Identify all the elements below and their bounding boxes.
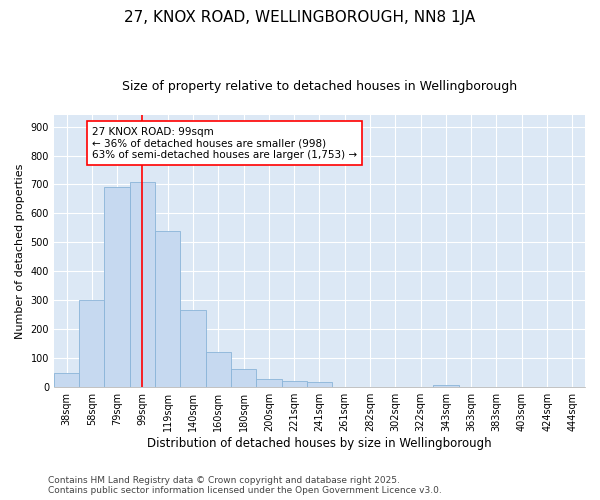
Text: Contains HM Land Registry data © Crown copyright and database right 2025.
Contai: Contains HM Land Registry data © Crown c… bbox=[48, 476, 442, 495]
Bar bbox=[433, 385, 458, 387]
Bar bbox=[155, 232, 181, 387]
Bar bbox=[79, 300, 104, 387]
X-axis label: Distribution of detached houses by size in Wellingborough: Distribution of detached houses by size … bbox=[147, 437, 492, 450]
Text: 27, KNOX ROAD, WELLINGBOROUGH, NN8 1JA: 27, KNOX ROAD, WELLINGBOROUGH, NN8 1JA bbox=[124, 10, 476, 25]
Bar bbox=[256, 379, 281, 387]
Bar bbox=[54, 374, 79, 387]
Bar bbox=[281, 381, 307, 387]
Bar bbox=[358, 386, 383, 387]
Bar bbox=[104, 186, 130, 387]
Bar bbox=[130, 182, 155, 387]
Bar bbox=[307, 382, 332, 387]
Bar bbox=[332, 386, 358, 387]
Bar bbox=[181, 310, 206, 387]
Bar bbox=[560, 386, 585, 387]
Bar bbox=[206, 352, 231, 387]
Bar bbox=[484, 386, 509, 387]
Title: Size of property relative to detached houses in Wellingborough: Size of property relative to detached ho… bbox=[122, 80, 517, 93]
Bar bbox=[231, 370, 256, 387]
Text: 27 KNOX ROAD: 99sqm
← 36% of detached houses are smaller (998)
63% of semi-detac: 27 KNOX ROAD: 99sqm ← 36% of detached ho… bbox=[92, 126, 357, 160]
Y-axis label: Number of detached properties: Number of detached properties bbox=[15, 164, 25, 339]
